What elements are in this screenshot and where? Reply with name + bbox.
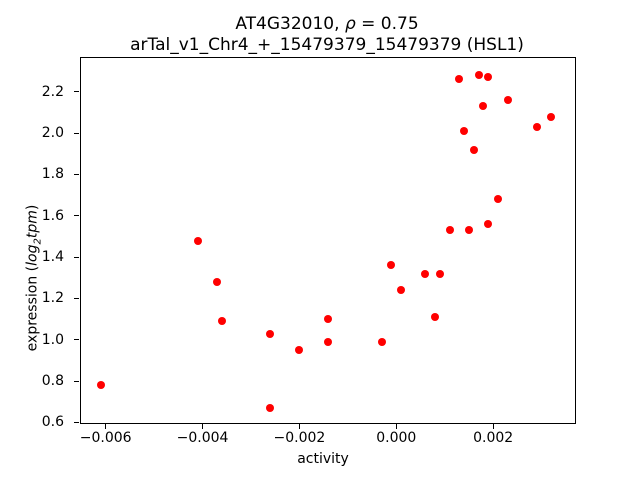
y-tick-label: 0.6 (41, 414, 64, 431)
chart-title-gene: AT4G32010, (235, 14, 345, 34)
data-point (96, 381, 105, 390)
y-axis-label-unit: tpm (24, 210, 41, 239)
data-point (479, 102, 488, 111)
data-point (503, 95, 512, 104)
chart-title-rho-value: = 0.75 (355, 14, 419, 34)
x-tick-label: −0.006 (79, 430, 132, 446)
x-tick-label: −0.002 (273, 430, 326, 446)
data-point (295, 346, 304, 355)
data-point (547, 112, 556, 121)
x-tick-mark (395, 424, 397, 429)
x-tick-label: 0.000 (376, 430, 417, 446)
y-tick-mark (74, 215, 79, 217)
data-point (421, 269, 430, 278)
data-point (464, 226, 473, 235)
y-tick-label: 2.2 (41, 83, 64, 100)
data-point (324, 315, 333, 324)
chart-subtitle: arTal_v1_Chr4_+_15479379_15479379 (HSL1) (130, 35, 524, 55)
y-axis-label-log-base: 2 (32, 238, 44, 245)
y-axis-label-prefix: expression ( (24, 265, 41, 352)
data-point (397, 286, 406, 295)
y-tick-label: 1.6 (41, 207, 64, 224)
y-tick-label: 1.2 (41, 290, 64, 307)
data-point (474, 71, 483, 80)
y-tick-mark (74, 132, 79, 134)
y-tick-label: 0.8 (41, 373, 64, 390)
data-point (266, 403, 275, 412)
y-tick-mark (74, 91, 79, 93)
data-point (193, 236, 202, 245)
chart-title: AT4G32010, ρ = 0.75 (235, 14, 418, 34)
data-point (435, 269, 444, 278)
data-point (445, 226, 454, 235)
y-tick-label: 1.0 (41, 331, 64, 348)
x-tick-label: 0.002 (473, 430, 514, 446)
data-point (469, 145, 478, 154)
data-point (493, 195, 502, 204)
y-tick-label: 1.8 (41, 166, 64, 183)
data-point (377, 337, 386, 346)
data-point (460, 126, 469, 135)
data-point (484, 73, 493, 82)
data-point (266, 329, 275, 338)
y-tick-mark (74, 173, 79, 175)
y-axis-label-log: log (24, 244, 41, 266)
x-axis-label: activity (297, 451, 349, 467)
y-tick-mark (74, 339, 79, 341)
rho-symbol: ρ (344, 14, 356, 34)
data-point (532, 122, 541, 131)
y-tick-mark (74, 256, 79, 258)
y-tick-mark (74, 380, 79, 382)
x-tick-mark (298, 424, 300, 429)
x-tick-mark (492, 424, 494, 429)
data-point (387, 261, 396, 270)
y-axis-label-suffix: ) (24, 204, 41, 211)
y-tick-mark (74, 421, 79, 423)
plot-area (80, 57, 576, 424)
x-tick-label: −0.004 (176, 430, 229, 446)
x-tick-mark (105, 424, 107, 429)
data-point (324, 337, 333, 346)
y-tick-label: 2.0 (41, 125, 64, 142)
data-point (484, 219, 493, 228)
data-point (431, 312, 440, 321)
data-point (455, 75, 464, 84)
data-point (217, 317, 226, 326)
data-point (213, 277, 222, 286)
x-tick-mark (202, 424, 204, 429)
y-tick-mark (74, 297, 79, 299)
y-tick-label: 1.4 (41, 249, 64, 266)
y-axis-label: expression (log2tpm) (25, 205, 44, 352)
